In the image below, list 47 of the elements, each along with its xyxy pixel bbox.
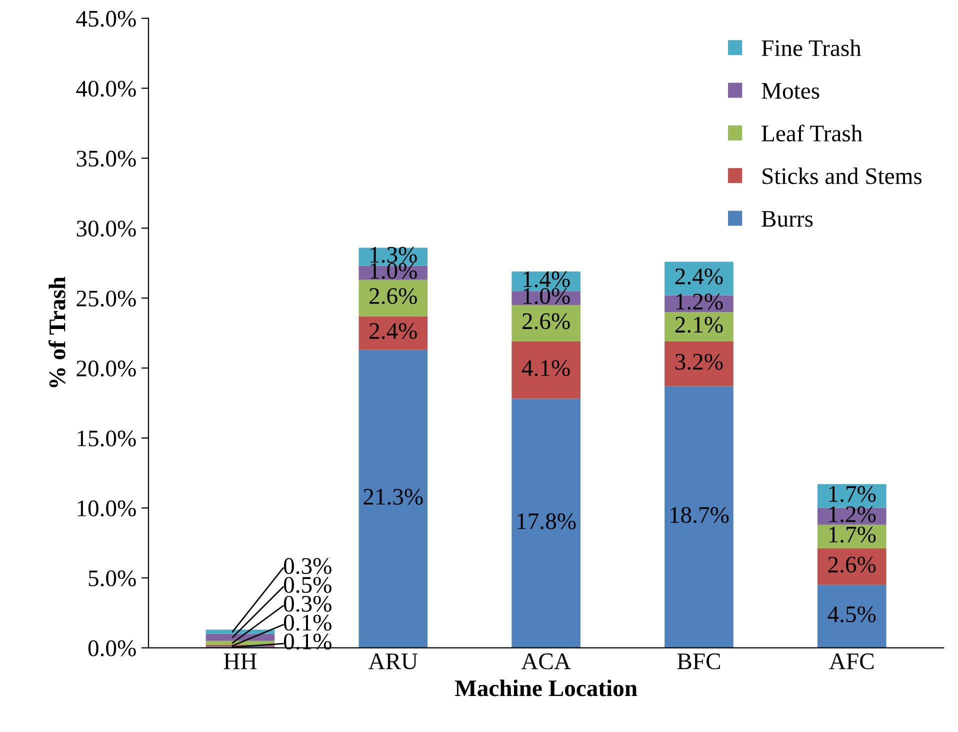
legend-label: Fine Trash: [762, 40, 862, 56]
y-tick-label: 35.0%: [76, 150, 136, 167]
y-tick-label: 5.0%: [88, 570, 136, 586]
data-label: 1.2%: [676, 294, 723, 310]
x-tick-label: BFC: [677, 653, 720, 670]
data-label: 0.1%: [284, 634, 332, 650]
data-label: 3.2%: [676, 354, 723, 370]
data-label: 0.1%: [284, 614, 332, 631]
data-label: 2.6%: [370, 288, 417, 304]
data-label: 1.0%: [524, 288, 570, 304]
data-label: 17.8%: [518, 513, 576, 530]
y-tick-label: 0.0%: [88, 640, 136, 656]
x-tick-label: ACA: [521, 653, 571, 670]
data-label: 4.5%: [828, 606, 876, 622]
legend-label: Leaf Trash: [762, 124, 862, 142]
data-label: 2.4%: [675, 268, 723, 285]
data-label: 0.5%: [284, 576, 332, 593]
legend-label: Sticks and Stems: [762, 168, 922, 184]
x-axis-title: Machine Location: [454, 680, 638, 696]
data-label: 2.6%: [828, 556, 876, 573]
x-tick-label: HH: [224, 654, 257, 670]
y-tick-label: 15.0%: [78, 430, 136, 447]
y-tick-label: 25.0%: [76, 290, 136, 307]
data-label: 1.7%: [829, 486, 876, 502]
data-label: 0.3%: [284, 558, 332, 574]
x-tick-label: AFC: [829, 653, 874, 670]
data-label: 0.3%: [284, 596, 332, 612]
data-label: 4.1%: [522, 360, 570, 376]
data-label: 2.6%: [522, 313, 570, 330]
data-label: 1.7%: [829, 526, 876, 543]
y-tick-label: 30.0%: [76, 220, 136, 237]
data-label: 1.3%: [370, 246, 417, 263]
data-label: 1.2%: [829, 506, 876, 522]
data-label: 18.7%: [670, 506, 729, 524]
y-tick-label: 45.0%: [76, 10, 136, 27]
data-label: 2.4%: [370, 323, 417, 340]
data-label: 1.0%: [370, 262, 417, 279]
y-tick-label: 20.0%: [76, 360, 136, 377]
x-tick-label: ARU: [368, 653, 418, 670]
data-label: 21.3%: [364, 488, 423, 505]
y-axis-title: % of Trash: [48, 276, 66, 388]
data-label: 1.4%: [524, 271, 570, 288]
legend-label: Motes: [762, 83, 820, 99]
data-label: 2.1%: [675, 316, 723, 333]
legend-label: Burrs: [762, 211, 813, 227]
y-tick-label: 10.0%: [78, 500, 136, 516]
y-tick-label: 40.0%: [76, 80, 136, 97]
